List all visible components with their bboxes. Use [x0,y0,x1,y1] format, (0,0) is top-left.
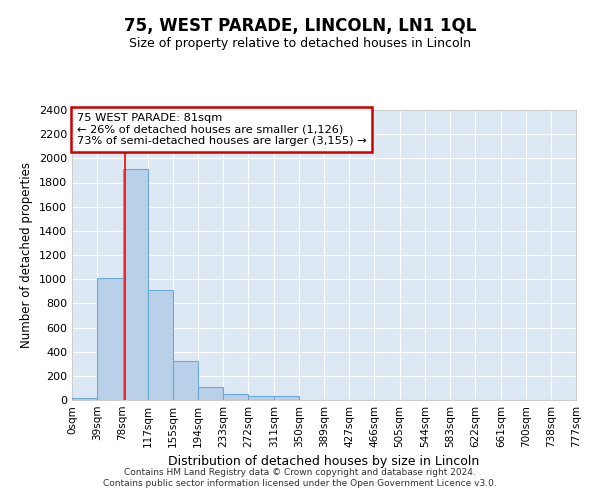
Y-axis label: Number of detached properties: Number of detached properties [20,162,34,348]
Bar [274,396,299,400]
Text: Contains HM Land Registry data © Crown copyright and database right 2024.
Contai: Contains HM Land Registry data © Crown c… [103,468,497,487]
Bar [122,169,148,400]
Bar [72,398,97,400]
Bar [198,386,223,400]
Bar [148,290,173,400]
Text: 75 WEST PARADE: 81sqm
← 26% of detached houses are smaller (1,126)
73% of semi-d: 75 WEST PARADE: 81sqm ← 26% of detached … [77,113,367,146]
Bar [97,278,122,400]
Bar [173,362,198,400]
Text: Size of property relative to detached houses in Lincoln: Size of property relative to detached ho… [129,38,471,51]
Text: 75, WEST PARADE, LINCOLN, LN1 1QL: 75, WEST PARADE, LINCOLN, LN1 1QL [124,18,476,36]
Bar [248,396,274,400]
X-axis label: Distribution of detached houses by size in Lincoln: Distribution of detached houses by size … [169,456,479,468]
Bar [223,394,248,400]
